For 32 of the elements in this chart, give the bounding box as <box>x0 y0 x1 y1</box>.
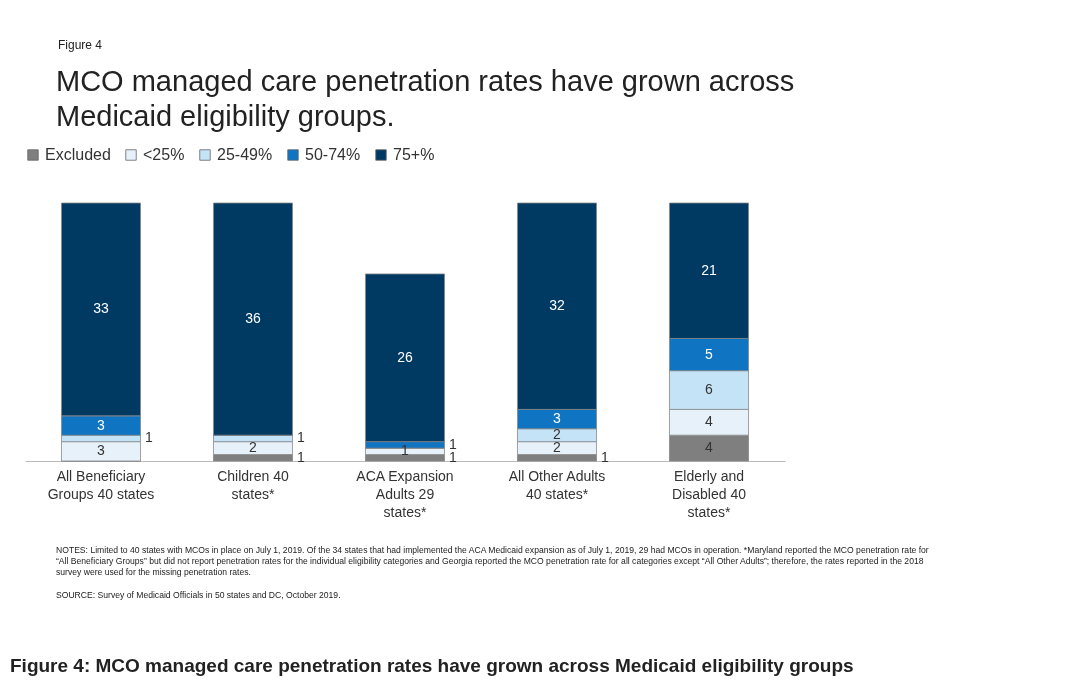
legend-label: 25-49% <box>217 146 273 163</box>
data-label: 3 <box>97 442 106 459</box>
data-label: 1 <box>297 448 306 465</box>
data-label: 33 <box>93 300 109 317</box>
caption: Figure 4: MCO managed care penetration rates have grown across Medicaid eligibility groups <box>10 655 854 677</box>
data-label: 3 <box>97 416 106 433</box>
x-tick-label: All Beneficiary Groups 40 states <box>47 467 155 502</box>
data-label: 1 <box>297 429 306 446</box>
x-tick-label: All Other Adults 40 states* <box>508 467 606 502</box>
data-label: 1 <box>145 429 154 446</box>
chart-title: MCO managed care penetration rates have grown across Medicaid eligibility groups. <box>56 64 796 134</box>
legend-label: <25% <box>143 146 185 163</box>
x-tick-label: ACA Expansion Adults 29 states* <box>356 467 454 520</box>
data-label: 36 <box>245 310 261 327</box>
legend-label: Excluded <box>45 146 111 163</box>
data-label: 32 <box>549 297 565 314</box>
legend-label: 75+% <box>393 146 435 163</box>
x-tick-label: Elderly and Disabled 40 states* <box>672 467 747 520</box>
x-tick-label: Children 40 states* <box>217 467 290 502</box>
text: NOTES: Limited to 40 states with MCOs in place on July 1, 2019. Of the 34 states that had implemented the ACA Medicaid expansion as of July 1, 2019, 29 had MCOs in operation. *Maryland reported the MCO penetration rate for “All Beneficiary Groups” but did not report penetration rates for the individual eligibility categories and Georgia reported the MCO penetration rate for all categories except “All Other Adults”; therefore, the rates reported in the 2018 survey were used for the missing penetration rates. <box>56 545 930 578</box>
data-label: 1 <box>601 448 610 465</box>
source-note: SOURCE: Survey of Medicaid Officials in 50 states and DC, October 2019. <box>56 590 341 600</box>
data-label: 3 <box>553 410 562 427</box>
data-label: 26 <box>397 348 413 365</box>
data-label: 6 <box>705 381 714 398</box>
data-label: 2 <box>249 439 258 456</box>
caption: Figure 4 <box>58 38 103 52</box>
data-label: 21 <box>701 261 717 278</box>
legend-label: 50-74% <box>305 146 361 163</box>
data-label: 4 <box>705 413 714 430</box>
data-label: 5 <box>705 345 714 362</box>
data-label: 4 <box>705 439 714 456</box>
